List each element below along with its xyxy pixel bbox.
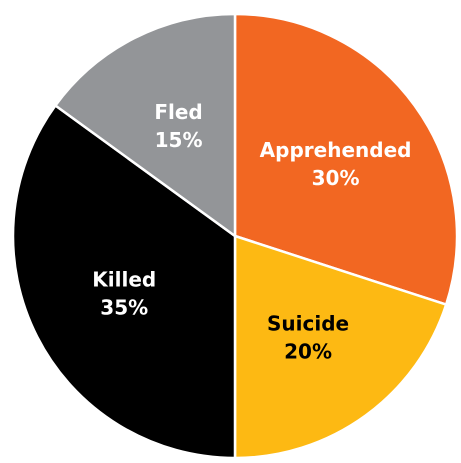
slice-value-killed: 35% (100, 295, 148, 319)
slice-label-killed: Killed (92, 267, 156, 291)
slice-value-apprehended: 30% (312, 166, 360, 190)
slice-label-fled: Fled (154, 100, 202, 124)
slice-label-apprehended: Apprehended (260, 138, 412, 162)
slice-value-fled: 15% (155, 128, 203, 152)
pie-slice-killed (11, 103, 237, 460)
pie-slice-apprehended (233, 12, 459, 307)
slice-value-suicide: 20% (284, 340, 332, 364)
pie-slice-suicide (233, 234, 448, 460)
slice-label-suicide: Suicide (267, 312, 349, 336)
pie-slices (11, 12, 459, 460)
pie-labels: Apprehended 30% Suicide 20% Killed 35% Fled 15% (92, 100, 411, 363)
pie-slice-fled (53, 12, 237, 239)
